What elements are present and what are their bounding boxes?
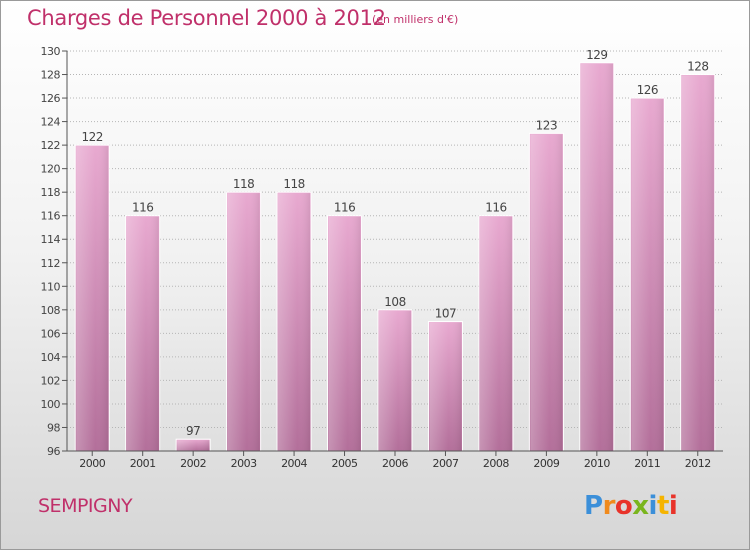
value-label-2008: 116 <box>485 201 506 215</box>
x-tick-label-2000: 2000 <box>79 457 105 470</box>
y-tick-label: 112 <box>41 257 61 270</box>
proxiti-logo[interactable]: Proxiti <box>584 491 678 521</box>
y-tick-label: 106 <box>41 327 61 340</box>
y-tick-label: 122 <box>41 139 61 152</box>
y-tick-label: 116 <box>41 210 61 223</box>
value-label-2005: 116 <box>334 201 355 215</box>
bar-shade-2002 <box>177 440 210 451</box>
y-tick-label: 96 <box>47 445 60 458</box>
bar-shade-2008 <box>479 216 512 451</box>
x-tick-label-2002: 2002 <box>180 457 206 470</box>
bar-shade-2004 <box>278 193 311 452</box>
bar-shade-2000 <box>76 146 109 451</box>
y-tick-label: 128 <box>41 69 61 82</box>
value-label-2006: 108 <box>384 295 405 309</box>
y-tick-label: 100 <box>41 398 61 411</box>
value-label-2007: 107 <box>435 307 456 321</box>
value-label-2003: 118 <box>233 177 254 191</box>
logo-letter: t <box>656 491 669 521</box>
value-label-2002: 97 <box>186 424 200 438</box>
x-tick-label-2001: 2001 <box>130 457 156 470</box>
x-tick-label-2012: 2012 <box>685 457 711 470</box>
y-tick-label: 98 <box>47 421 60 434</box>
chart-subtitle: (en milliers d'€) <box>372 13 459 26</box>
bar-shade-2003 <box>227 193 260 452</box>
bar-shade-2009 <box>530 134 563 451</box>
y-tick-label: 130 <box>41 45 61 58</box>
chart-title: Charges de Personnel 2000 à 2012 <box>27 6 386 30</box>
value-label-2009: 123 <box>536 118 557 132</box>
bar-shade-2010 <box>580 63 613 451</box>
y-tick-label: 108 <box>41 304 61 317</box>
bar-shade-2012 <box>681 75 714 451</box>
y-tick-label: 118 <box>41 186 61 199</box>
y-tick-label: 102 <box>41 374 61 387</box>
city-name: SEMPIGNY <box>38 495 133 517</box>
logo-letter: P <box>584 491 603 521</box>
value-label-2012: 128 <box>687 60 708 74</box>
logo-letter: i <box>648 491 658 521</box>
y-tick-label: 104 <box>41 351 61 364</box>
y-tick-label: 126 <box>41 92 61 105</box>
value-label-2010: 129 <box>586 48 607 62</box>
y-tick-label: 120 <box>41 163 61 176</box>
logo-letter: i <box>668 491 678 521</box>
x-tick-label-2007: 2007 <box>432 457 458 470</box>
bar-shade-2011 <box>631 99 664 451</box>
value-label-2001: 116 <box>132 201 153 215</box>
logo-letter: r <box>602 491 616 521</box>
y-tick-label: 124 <box>41 116 61 129</box>
x-tick-label-2011: 2011 <box>634 457 660 470</box>
x-tick-label-2006: 2006 <box>382 457 408 470</box>
value-label-2000: 122 <box>82 130 103 144</box>
x-tick-label-2010: 2010 <box>584 457 610 470</box>
y-tick-label: 110 <box>41 280 61 293</box>
y-tick-label: 114 <box>41 233 61 246</box>
x-tick-label-2008: 2008 <box>483 457 509 470</box>
bar-shade-2001 <box>126 216 159 451</box>
bar-shade-2007 <box>429 322 462 451</box>
x-tick-label-2005: 2005 <box>332 457 358 470</box>
x-tick-label-2004: 2004 <box>281 457 307 470</box>
bar-shade-2005 <box>328 216 361 451</box>
x-tick-label-2003: 2003 <box>231 457 257 470</box>
bar-shade-2006 <box>379 310 411 451</box>
value-label-2004: 118 <box>283 177 304 191</box>
logo-letter: o <box>614 491 633 521</box>
value-label-2011: 126 <box>637 83 658 97</box>
logo-letter: x <box>632 491 649 521</box>
x-tick-label-2009: 2009 <box>533 457 559 470</box>
